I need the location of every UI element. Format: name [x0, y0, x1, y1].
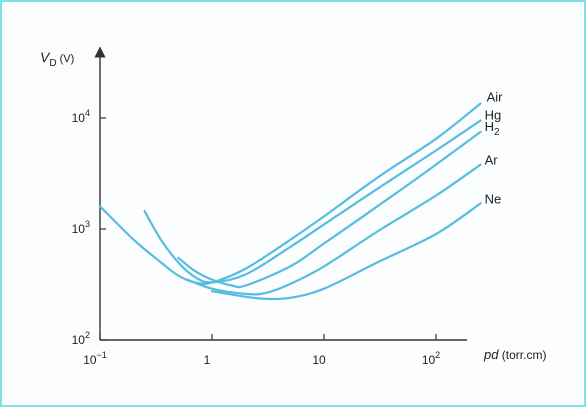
series-label-h2: H2	[485, 119, 500, 138]
series-line-hg	[143, 119, 482, 284]
y-axis-label: VD (V)	[40, 49, 74, 69]
x-tick-label: 10	[312, 353, 326, 367]
series-label-ne: Ne	[485, 191, 502, 206]
series-line-ne	[210, 202, 482, 301]
x-tick-label: 10−1	[83, 350, 107, 367]
x-axis-label: pd (torr.cm)	[483, 347, 546, 362]
series-line-h2	[177, 130, 482, 289]
y-tick-label: 104	[72, 108, 90, 125]
series-line-air	[98, 102, 482, 285]
series-label-hg: Hg	[485, 107, 502, 122]
x-tick-label: 1	[204, 353, 211, 367]
series-label-ar: Ar	[485, 153, 499, 168]
axis-ticks: 10−1 1 10 102 102 103 104	[72, 108, 441, 367]
series-label-air: Air	[487, 90, 504, 105]
x-tick-label: 102	[422, 350, 440, 367]
y-tick-label: 103	[72, 219, 90, 236]
series-line-ar	[186, 163, 482, 296]
y-tick-label: 102	[72, 330, 90, 347]
